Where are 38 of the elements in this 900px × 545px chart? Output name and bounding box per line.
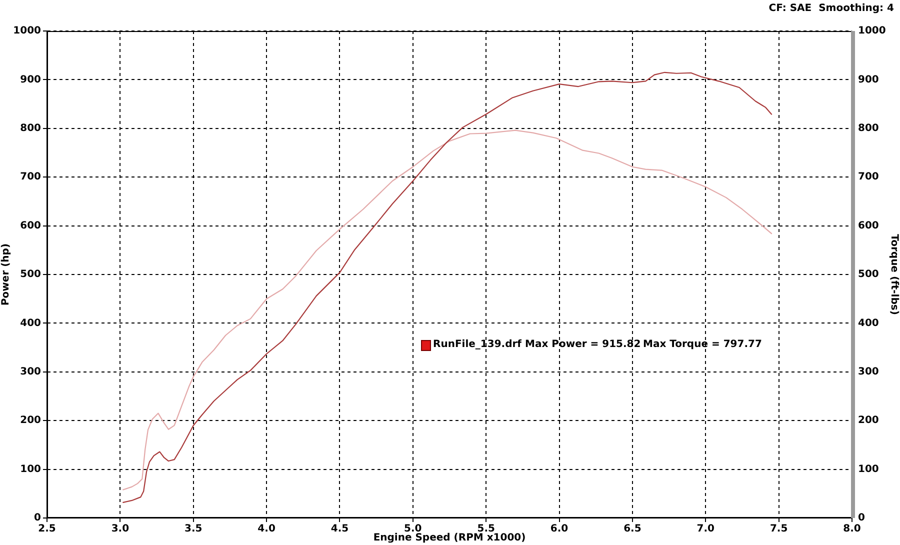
x-tick-label: 4.5 [330,524,349,535]
x-tick-label: 2.5 [38,524,56,535]
text: CF: SAE Smoothing: 4 [768,3,894,15]
y-tick-label: 800 [20,122,42,134]
y-axis-title: Power (hp) [0,243,12,306]
y2-tick-label: 0 [858,512,865,524]
y2-tick-label: 1000 [858,26,886,37]
y-tick-label: 700 [20,172,42,183]
y2-tick-label: 700 [858,172,879,183]
x-tick-label: 7.5 [770,524,788,535]
x-tick-label: 3.5 [184,524,202,535]
annotation: Max Torque = 797.77 [643,339,762,351]
x-axis-title: Engine Speed (RPM x1000) [373,532,526,544]
y2-tick-label: 500 [858,269,879,280]
y2-axis-title: Torque (ft-lbs) [888,234,900,315]
x-tick-label: 4.0 [258,524,276,535]
y-tick-label: 500 [20,269,42,280]
y2-tick-label: 300 [858,366,879,378]
y-tick-label: 900 [20,74,42,86]
y2-tick-label: 600 [858,220,879,232]
y-tick-label: 0 [34,512,42,524]
x-tick-label: 7.0 [696,524,715,535]
y-tick-label: 100 [20,464,42,475]
y2-tick-label: 400 [858,318,879,329]
y2-tick-label: 100 [858,464,879,475]
y-tick-label: 600 [20,220,42,232]
y-tick-label: 300 [20,366,42,378]
y2-tick-label: 200 [858,415,879,426]
y-tick-label: 200 [20,415,42,426]
x-tick-label: 6.0 [550,524,568,535]
x-tick-label: 6.5 [624,524,642,535]
x-tick-label: 3.0 [111,524,130,535]
x-tick-label: 8.0 [843,524,861,535]
y-tick-label: 1000 [13,26,42,37]
y2-tick-label: 900 [858,74,879,86]
y-tick-label: 400 [20,318,42,329]
annotation: RunFile_139.drf Max Power = 915.82 [433,339,641,351]
y2-tick-label: 800 [858,122,879,134]
